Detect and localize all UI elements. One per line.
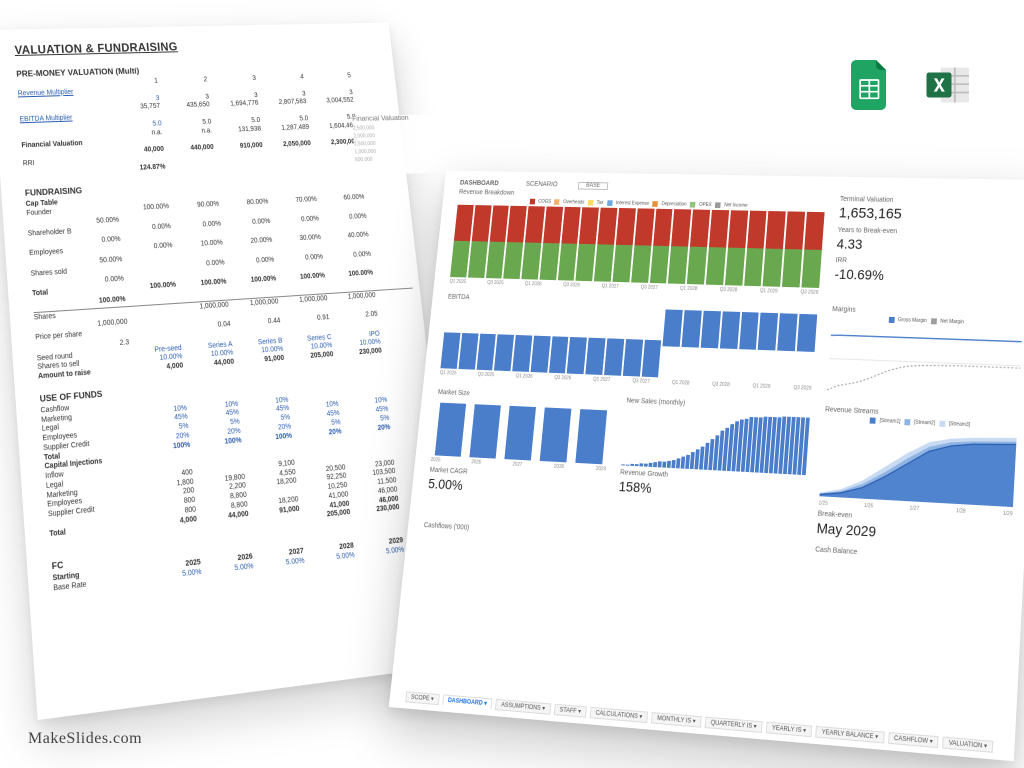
tab-dashboard[interactable]: DASHBOARD ▾ [442,694,493,709]
new-sales-chart: New Sales (monthly) Revenue Growth 158% [616,398,811,536]
brand-attribution: MakeSlides.com [28,730,142,748]
terminal-valuation-value: 1,653,165 [838,205,1024,225]
revenue-streams-chart: Revenue Streams [Stream1] [Stream2] [Str… [816,406,1018,548]
tab-quarterly-is[interactable]: QUARTERLY IS ▾ [705,717,763,733]
sheet-tabs: SCOPE ▾DASHBOARD ▾ASSUMPTIONS ▾STAFF ▾CA… [405,691,1000,753]
tab-yearly-is[interactable]: YEARLY IS ▾ [766,722,812,738]
dashboard-sheet: DASHBOARD SCENARIO BASE Revenue Breakdow… [389,171,1024,762]
google-sheets-icon [846,60,896,110]
tab-yearly-balance[interactable]: YEARLY BALANCE ▾ [815,726,884,744]
excel-icon [924,60,974,110]
scenario-selector[interactable]: BASE [578,182,608,190]
revenue-breakdown-chart: Revenue Breakdown COGSOverheadsTaxIntere… [449,189,825,296]
tab-calculations[interactable]: CALCULATIONS ▾ [590,707,649,723]
market-size-chart: Market Size 20252026202720282029 Market … [425,389,612,523]
kpi-block: Terminal Valuation 1,653,165 Years to Br… [833,196,1024,302]
ebitda-chart: EBITDA Q1 2025Q3 2025Q1 2026Q3 2026Q1 20… [439,294,817,396]
tab-valuation[interactable]: VALUATION ▾ [942,737,993,753]
cash-balance-title: Cash Balance [815,546,1010,568]
app-icons [846,60,974,110]
col-hdr: 1 [109,78,158,88]
irr-value: -10.69% [834,266,1024,287]
tab-staff[interactable]: STAFF ▾ [554,704,587,718]
tab-assumptions[interactable]: ASSUMPTIONS ▾ [495,699,551,715]
tab-scope[interactable]: SCOPE ▾ [405,691,439,705]
sheet-title: VALUATION & FUNDRAISING [14,36,385,57]
tab-cashflow[interactable]: CASHFLOW ▾ [888,732,939,748]
tab-monthly-is[interactable]: MONTHLY IS ▾ [651,712,702,728]
years-to-breakeven-value: 4.33 [836,236,1024,256]
financial-valuation-mini-chart: Financial Valuation 2,500,000 2,000,000 … [352,114,461,175]
margins-chart: Margins Gross Margin Net Margin [826,306,1023,405]
